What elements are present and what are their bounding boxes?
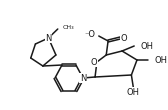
Text: O: O — [91, 58, 97, 67]
Text: CH₃: CH₃ — [62, 25, 74, 29]
Text: O: O — [121, 34, 127, 42]
Text: ⁻O: ⁻O — [84, 29, 95, 38]
Text: OH: OH — [127, 87, 140, 96]
Text: OH: OH — [155, 56, 168, 64]
Text: N: N — [80, 73, 86, 82]
Text: OH: OH — [141, 41, 154, 50]
Text: N: N — [45, 34, 52, 42]
